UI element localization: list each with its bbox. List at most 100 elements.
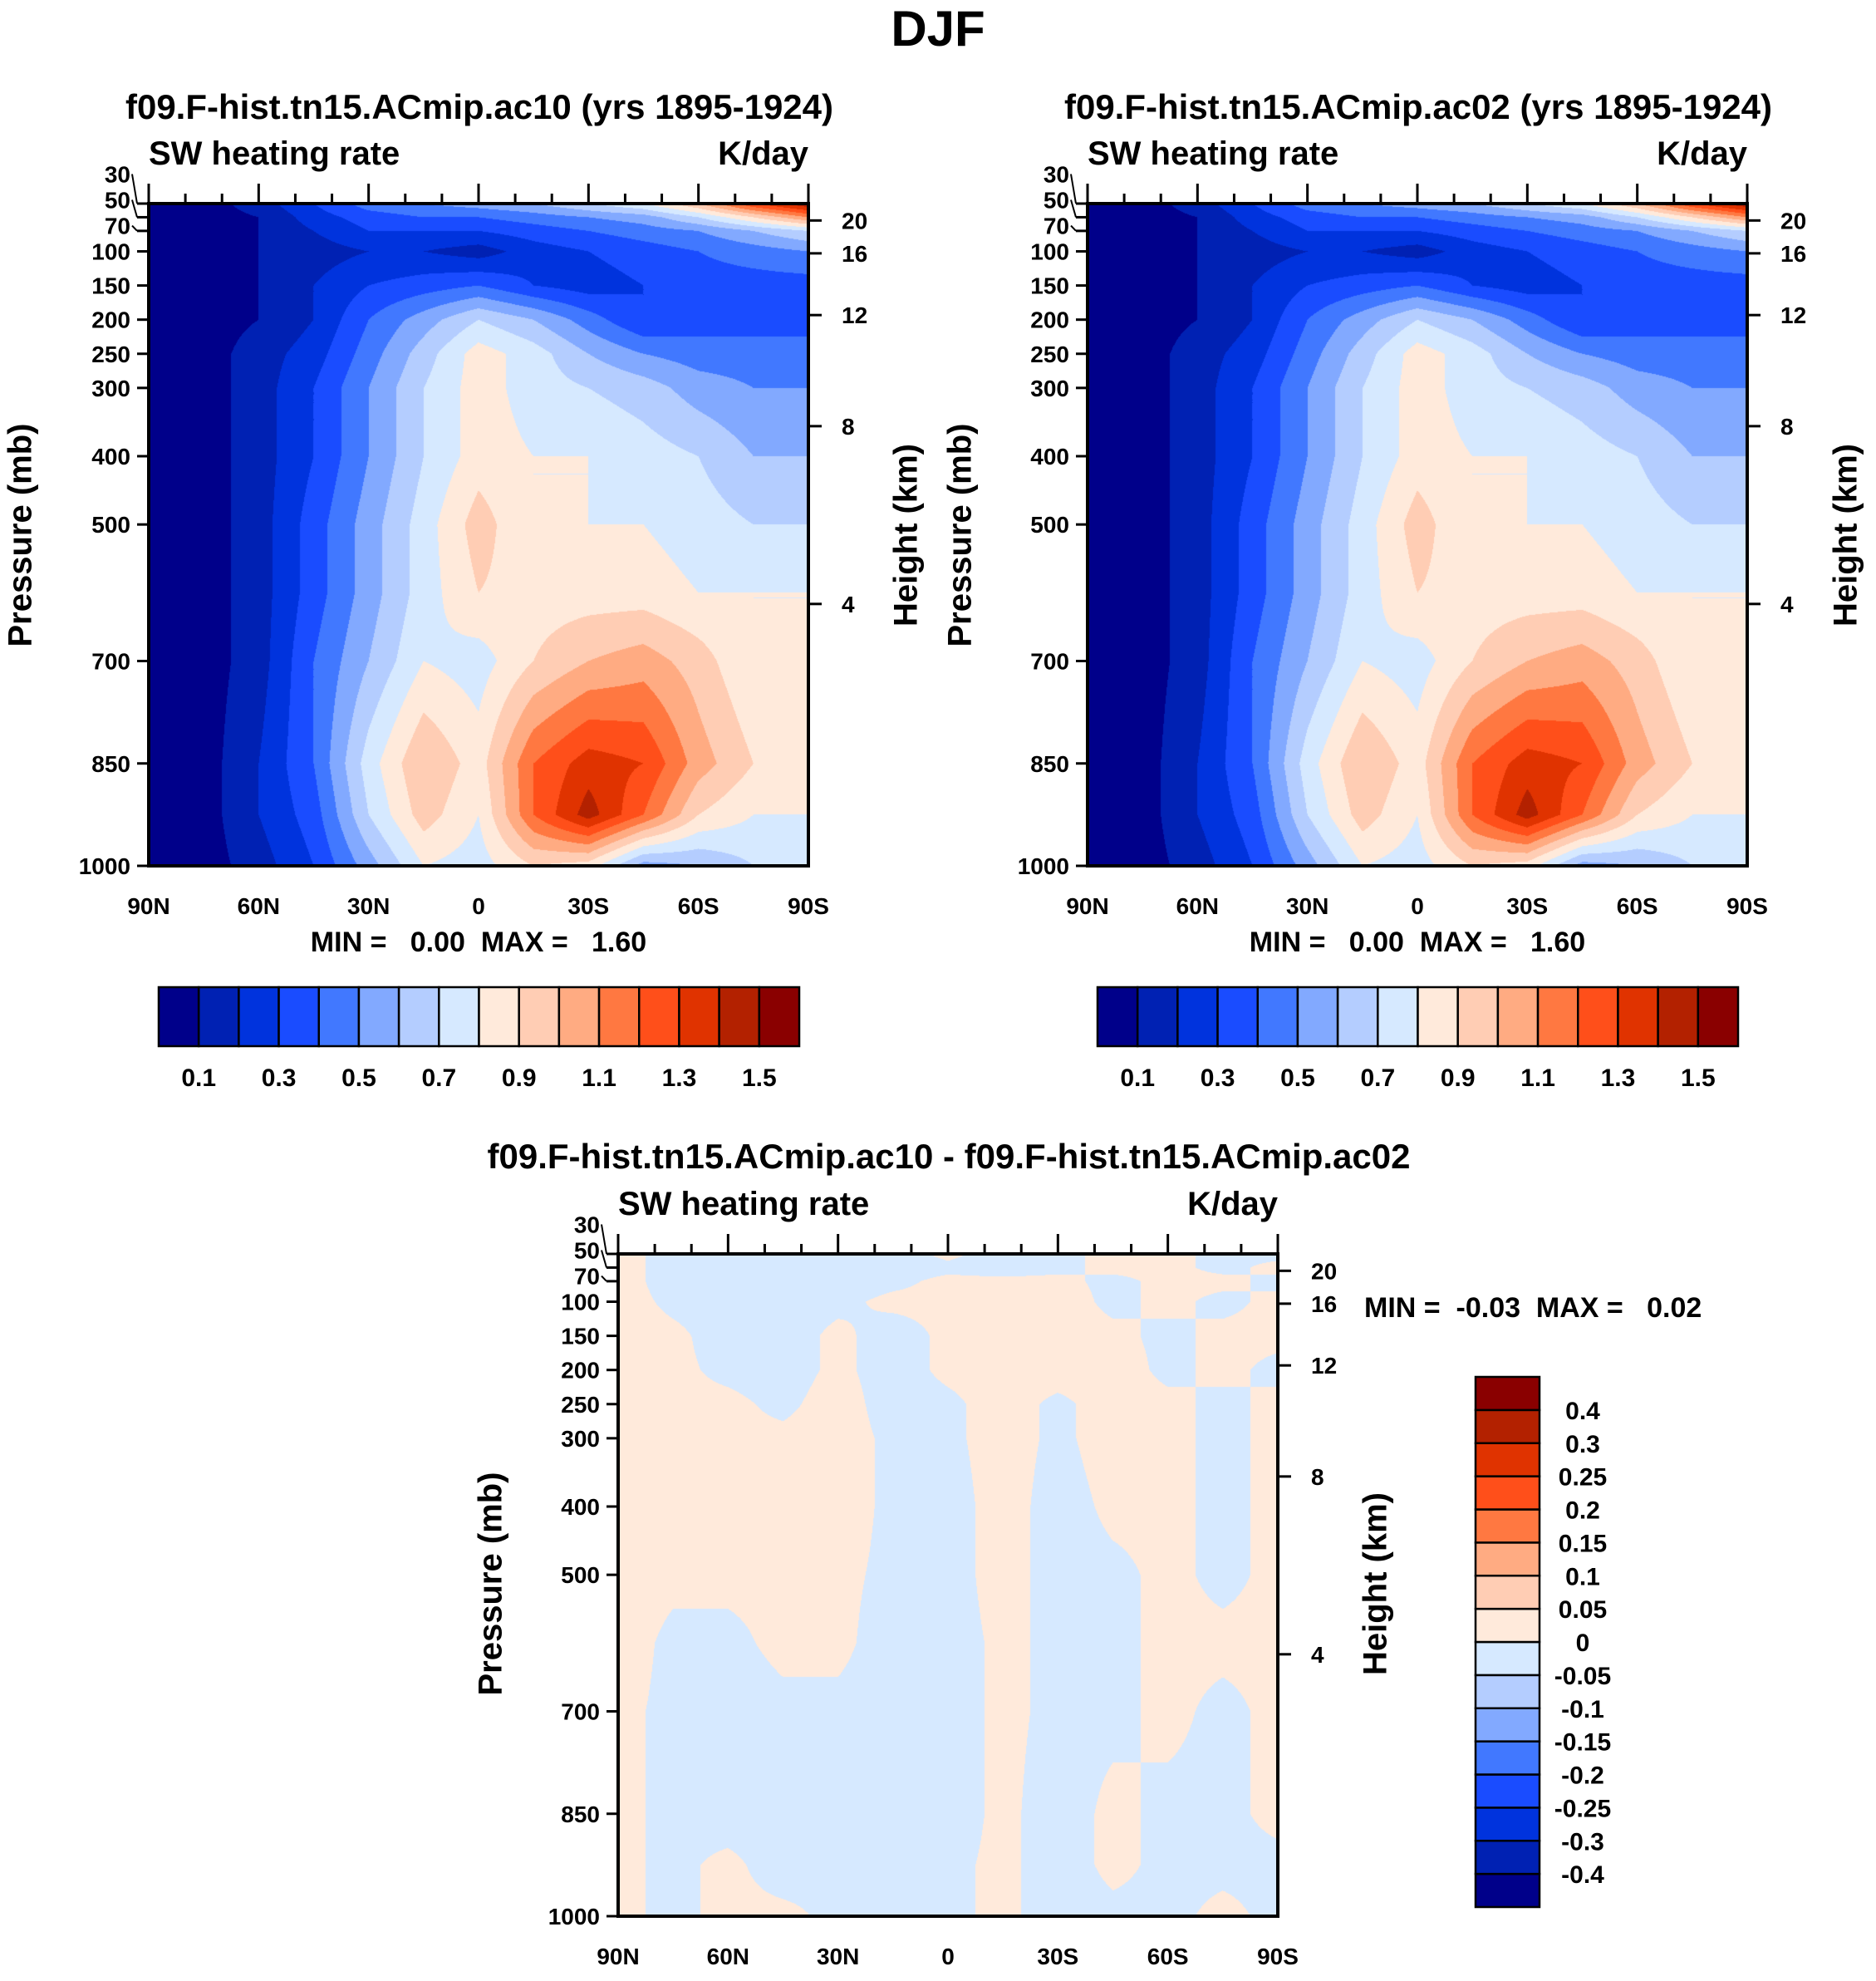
colorbar-box (1577, 986, 1619, 1048)
colorbar-box (1474, 1740, 1541, 1776)
colorbar-label: 0.3 (1201, 1064, 1235, 1092)
left-string: SW heating rate (618, 1186, 870, 1222)
colorbar-box (518, 986, 561, 1048)
y-tick-label: 300 (561, 1426, 600, 1452)
colorbar: 0.1 0.3 0.5 0.7 0.9 1.1 1.3 1.5 (157, 986, 801, 1092)
x-tick-label: 30N (347, 893, 390, 919)
right-string: K/day (718, 135, 808, 172)
colorbar-box (1474, 1607, 1541, 1644)
colorbar-label: 0.1 (1565, 1563, 1600, 1590)
x-tick-label: 30N (817, 1944, 859, 1969)
colorbar-box (197, 986, 240, 1048)
colorbar-label: 0.3 (1565, 1431, 1600, 1458)
x-tick-label: 30S (567, 893, 609, 919)
y-tick-label: 700 (561, 1699, 600, 1725)
height-tick-label: 4 (842, 592, 855, 617)
contour-field (1088, 204, 1747, 866)
colorbar-box (1474, 1773, 1541, 1809)
height-tick-label: 8 (1311, 1464, 1324, 1490)
x-tick-label: 30S (1506, 893, 1548, 919)
panel-title: f09.F-hist.tn15.ACmip.ac02 (yrs 1895-192… (1063, 87, 1773, 126)
colorbar-box (1474, 1806, 1541, 1842)
y-tick-label: 100 (561, 1290, 600, 1315)
y-tick-leader (601, 1275, 607, 1282)
colorbar-box (1474, 1408, 1541, 1444)
y-tick-label: 150 (561, 1324, 600, 1349)
y-tick-leader (1070, 174, 1077, 204)
y-tick-label: 700 (1030, 649, 1069, 675)
colorbar-label: 0.25 (1559, 1464, 1607, 1492)
height-tick-label: 20 (1780, 208, 1806, 233)
colorbar-label: 0.9 (502, 1064, 537, 1092)
colorbar-box (277, 986, 320, 1048)
y-tick-label: 1000 (548, 1904, 600, 1929)
x-tick-label: 60S (1617, 893, 1658, 919)
min-max-label: MIN = 0.00 MAX = 1.60 (1249, 927, 1586, 958)
y-tick-label: 300 (91, 376, 130, 401)
x-tick-label: 90S (788, 893, 829, 919)
y-tick-label: 50 (574, 1238, 600, 1264)
colorbar-box (438, 986, 480, 1048)
contour-field (149, 204, 808, 866)
y-tick-label: 500 (561, 1562, 600, 1588)
colorbar-label: 1.1 (1520, 1064, 1555, 1092)
x-tick-label: 60S (678, 893, 719, 919)
colorbar-label: -0.2 (1561, 1762, 1604, 1790)
x-tick-label: 0 (472, 893, 485, 919)
y-tick-label: 70 (1044, 214, 1069, 239)
plot-frame (1086, 202, 1749, 868)
colorbar-box (1657, 986, 1700, 1048)
colorbar-label: 0.7 (1360, 1064, 1395, 1092)
colorbar-box (1176, 986, 1219, 1048)
colorbar-box (1474, 1575, 1541, 1610)
y-tick-label: 150 (1030, 273, 1069, 299)
colorbar-box (1474, 1674, 1541, 1709)
height-tick-label: 4 (1780, 592, 1794, 617)
y-tick-label: 400 (1030, 444, 1069, 469)
y-tick-label: 500 (91, 512, 130, 538)
colorbar-box (478, 986, 520, 1048)
colorbar-label: 1.5 (1681, 1064, 1716, 1092)
height-tick-label: 8 (1780, 414, 1794, 440)
colorbar-box (1474, 1442, 1541, 1477)
colorbar-label: -0.4 (1561, 1861, 1604, 1889)
colorbar-label: 0.5 (1280, 1064, 1315, 1092)
colorbar-label: 1.3 (662, 1064, 697, 1092)
colorbar-box (678, 986, 720, 1048)
colorbar-label: 1.1 (582, 1064, 616, 1092)
colorbar-box (758, 986, 801, 1048)
height-tick-label: 16 (1311, 1291, 1337, 1317)
y-tick-leader (601, 1250, 607, 1268)
height-tick-label: 8 (842, 414, 855, 440)
colorbar-box (638, 986, 680, 1048)
y-tick-label: 70 (574, 1264, 600, 1290)
x-tick-label: 90N (127, 893, 169, 919)
y-tick-label: 250 (91, 342, 130, 367)
colorbar-box (718, 986, 761, 1048)
colorbar-box (1417, 986, 1459, 1048)
colorbar-box (357, 986, 400, 1048)
y-tick-label: 200 (91, 307, 130, 333)
colorbar-box (1474, 1375, 1541, 1412)
colorbar-box (1336, 986, 1379, 1048)
colorbar-box (1474, 1475, 1541, 1511)
y-tick-label: 250 (1030, 342, 1069, 367)
left-string: SW heating rate (149, 135, 400, 172)
y-tick-label: 700 (91, 649, 130, 675)
figure-title: DJF (891, 1, 985, 57)
colorbar-box (557, 986, 601, 1048)
y-tick-label: 500 (1030, 512, 1069, 538)
y-tick-label: 50 (105, 188, 130, 214)
colorbar-box (317, 986, 361, 1048)
colorbar-box (157, 986, 200, 1048)
contour-field (618, 1254, 1278, 1916)
x-tick-label: 60N (1176, 893, 1219, 919)
colorbar-box (1474, 1840, 1541, 1875)
colorbar-box (1474, 1640, 1541, 1677)
x-tick-label: 90S (1726, 893, 1768, 919)
colorbar-box (1256, 986, 1299, 1048)
y-tick-label: 400 (561, 1494, 600, 1520)
height-tick-label: 12 (1780, 302, 1806, 328)
y-tick-label: 100 (1030, 239, 1069, 265)
